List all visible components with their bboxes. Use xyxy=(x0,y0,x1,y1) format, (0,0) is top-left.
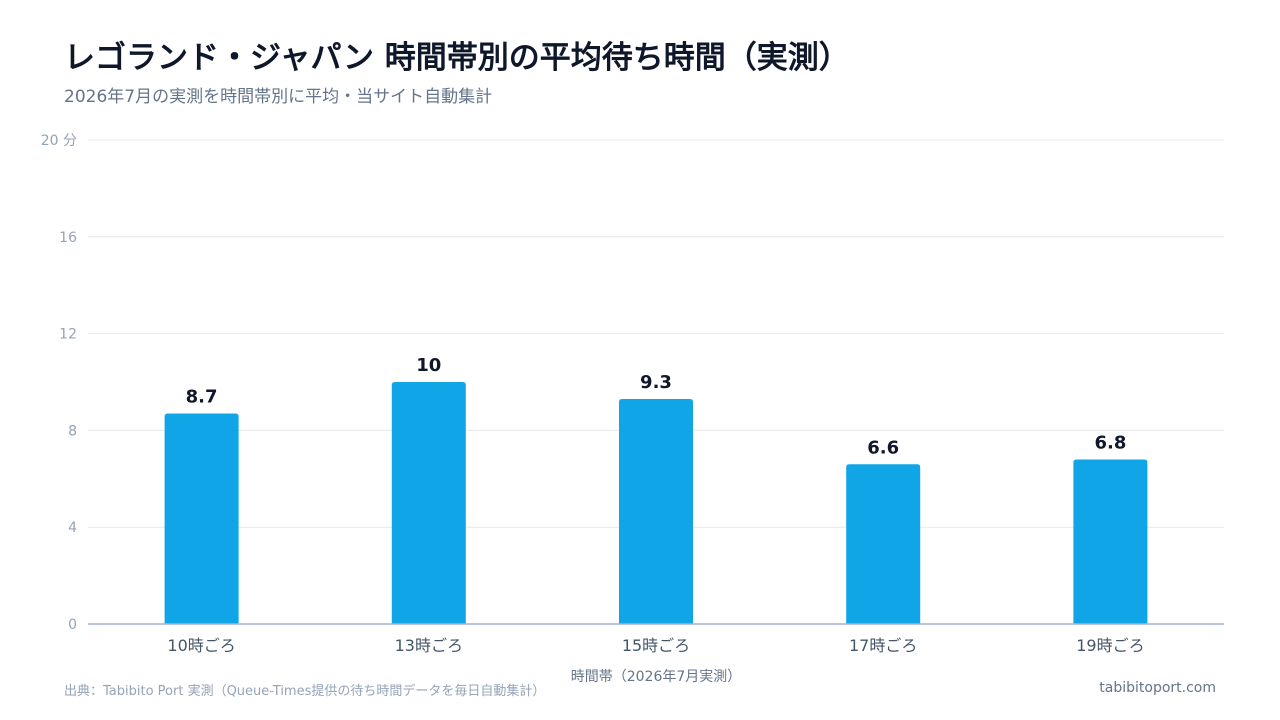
site-link[interactable]: tabibitoport.com xyxy=(1099,680,1216,696)
y-tick-label: 8 xyxy=(68,423,77,439)
bars xyxy=(164,382,1148,624)
x-tick-label: 15時ごろ xyxy=(622,636,690,655)
bar xyxy=(391,382,466,624)
bar-value-label: 8.7 xyxy=(186,386,218,407)
source-note: 出典：Tabibito Port 実測（Queue-Times提供の待ち時間デー… xyxy=(64,684,546,699)
x-axis-ticks: 10時ごろ 13時ごろ 15時ごろ 17時ごろ 19時ごろ xyxy=(167,636,1144,655)
bar-value-label: 9.3 xyxy=(640,372,672,393)
bar-value-label: 6.6 xyxy=(867,437,899,458)
y-tick-label: 4 xyxy=(68,520,77,536)
x-tick-label: 19時ごろ xyxy=(1076,636,1144,655)
bar xyxy=(164,413,239,624)
bar xyxy=(846,464,921,624)
bar xyxy=(1073,459,1148,624)
chart-subtitle: 2026年7月の実測を時間帯別に平均・当サイト自動集計 xyxy=(64,87,493,107)
value-labels: 8.7 10 9.3 6.6 6.8 xyxy=(186,355,1127,458)
chart-title: レゴランド・ジャパン 時間帯別の平均待ち時間（実測） xyxy=(64,40,850,76)
x-axis-title: 時間帯（2026年7月実測） xyxy=(571,669,742,685)
x-tick-label: 10時ごろ xyxy=(167,636,235,655)
bar-value-label: 6.8 xyxy=(1094,432,1126,453)
y-tick-label: 0 xyxy=(68,617,77,633)
y-tick-label: 12 xyxy=(59,327,77,343)
y-tick-label: 20 分 xyxy=(41,133,77,149)
y-tick-label: 16 xyxy=(59,230,77,246)
bar xyxy=(619,398,693,624)
x-tick-label: 13時ごろ xyxy=(395,636,463,655)
x-tick-label: 17時ごろ xyxy=(849,636,917,655)
bar-value-label: 10 xyxy=(416,355,441,376)
y-axis-ticks: 0 4 8 12 16 20 分 xyxy=(41,133,77,633)
